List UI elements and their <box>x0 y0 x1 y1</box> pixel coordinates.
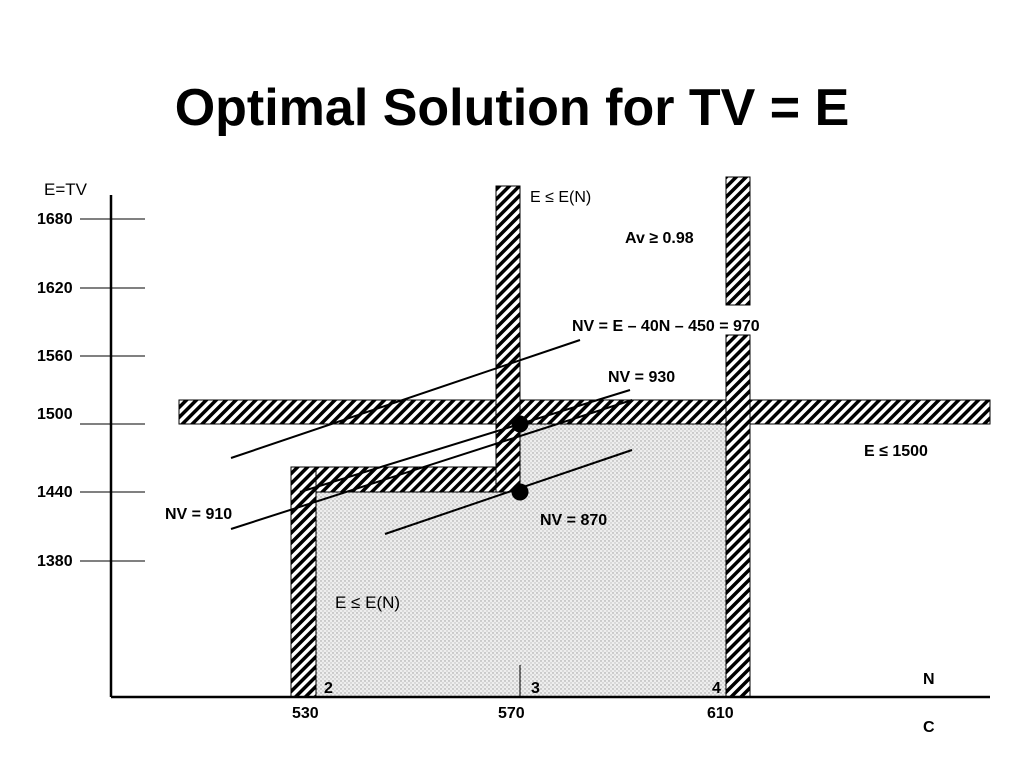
axes <box>80 195 990 699</box>
line-nv-970 <box>230 339 581 459</box>
band-en-left <box>290 466 317 698</box>
feasible-region <box>316 424 726 697</box>
y-tick-label: 1680 <box>37 211 73 228</box>
band-av-top <box>725 176 751 306</box>
band-en-step <box>290 466 497 493</box>
constraint-bands <box>178 176 991 698</box>
x-tick-label: 570 <box>498 705 525 722</box>
line-nv-930 <box>299 389 631 493</box>
iso-label-970: NV = E – 40N – 450 = 970 <box>572 318 760 335</box>
line-nv-910 <box>230 399 633 530</box>
x-axis-label-c: C <box>923 719 935 736</box>
constraint-label-en-top: E ≤ E(N) <box>530 189 591 206</box>
iso-lines <box>230 339 633 535</box>
x-axis-label-n: N <box>923 671 935 688</box>
n-value-label: 3 <box>531 680 540 697</box>
constraint-label-e-1500: E ≤ 1500 <box>864 443 928 460</box>
iso-label-870: NV = 870 <box>540 512 607 529</box>
optimal-point-1440 <box>511 483 529 501</box>
y-tick-label: 1440 <box>37 484 73 501</box>
constraint-label-en-bottom: E ≤ E(N) <box>335 593 400 612</box>
iso-label-910: NV = 910 <box>165 506 232 523</box>
x-tick-label: 530 <box>292 705 319 722</box>
x-tick-label: 610 <box>707 705 734 722</box>
n-value-label: 2 <box>324 680 333 697</box>
n-value-label: 4 <box>712 680 721 697</box>
page-title: Optimal Solution for TV = E <box>174 79 850 137</box>
line-nv-870 <box>384 449 633 535</box>
iso-label-930: NV = 930 <box>608 369 675 386</box>
band-en-top <box>495 185 521 493</box>
constraint-label-av: Av ≥ 0.98 <box>625 230 694 247</box>
y-tick-label: 1380 <box>37 553 73 570</box>
y-tick-label: 1500 <box>37 406 73 423</box>
optimal-point-1500 <box>511 415 529 433</box>
y-tick-label: 1620 <box>37 280 73 297</box>
band-av-bottom <box>725 334 751 698</box>
y-tick-label: 1560 <box>37 348 73 365</box>
y-axis-label: E=TV <box>44 180 88 199</box>
